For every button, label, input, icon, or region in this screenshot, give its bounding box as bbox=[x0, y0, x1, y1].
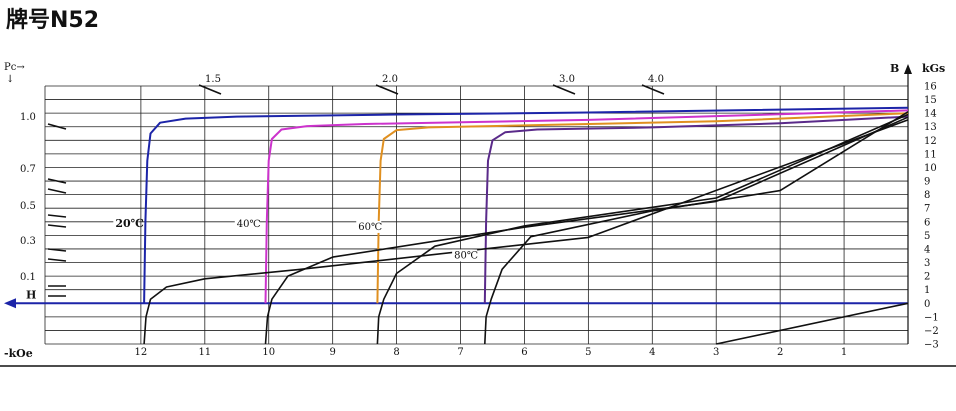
temp-label-bg bbox=[356, 220, 382, 233]
y-tick-label: 0 bbox=[924, 299, 930, 310]
temp-label-bg bbox=[234, 218, 260, 231]
y-tick-label: 5 bbox=[924, 231, 930, 242]
y-tick-label: 7 bbox=[924, 204, 930, 215]
y-tick-label: 4 bbox=[924, 244, 930, 255]
pc-left-label: 1.0 bbox=[20, 112, 36, 123]
pc-left-label: 0.3 bbox=[20, 236, 36, 247]
y-tick-label: 1 bbox=[924, 285, 930, 296]
pc-tick bbox=[47, 123, 67, 130]
b-curve-6 bbox=[376, 113, 909, 345]
x-tick-label: 7 bbox=[457, 347, 463, 358]
y-tick-label: 15 bbox=[924, 95, 937, 106]
y-tick-label: 10 bbox=[924, 163, 937, 174]
grid bbox=[44, 85, 908, 345]
x-tick-label: 12 bbox=[135, 347, 148, 358]
x-tick-label: 11 bbox=[198, 347, 211, 358]
pc-left-label: 0.7 bbox=[20, 164, 36, 175]
b-axis-label: B bbox=[890, 62, 899, 75]
y-tick-label: 16 bbox=[924, 82, 937, 93]
y-tick-label: 2 bbox=[924, 272, 930, 283]
x-tick-label: 10 bbox=[262, 347, 275, 358]
x-tick-label: 9 bbox=[329, 347, 335, 358]
temp-label-bg bbox=[452, 249, 478, 262]
pc-scale: Pc→↓ 1.0 0.7 0.5 0.3 0.1 1.5 2.0 3.0 4.0 bbox=[4, 62, 665, 297]
x-tick-label: 5 bbox=[585, 347, 591, 358]
pc-tick bbox=[47, 178, 67, 184]
pc-label: Pc→ bbox=[4, 62, 25, 73]
h-axis-label: H bbox=[26, 288, 36, 301]
pc-left-label: 0.1 bbox=[20, 272, 36, 283]
y-axis-unit-label: kGs bbox=[922, 62, 945, 75]
y-tick-label: 6 bbox=[924, 217, 930, 228]
pc-tick bbox=[47, 188, 67, 194]
y-tick-label: 3 bbox=[924, 258, 930, 269]
pc-tick bbox=[47, 214, 67, 218]
y-tick-label: 14 bbox=[924, 109, 937, 120]
pc-top-label: 3.0 bbox=[559, 74, 575, 85]
b-curve-7 bbox=[484, 111, 909, 345]
recoil-line bbox=[716, 302, 909, 345]
y-tick-label: 8 bbox=[924, 190, 930, 201]
x-tick-label: 6 bbox=[521, 347, 527, 358]
y-tick-label: 12 bbox=[924, 136, 937, 147]
h-axis-arrow bbox=[4, 298, 16, 309]
pc-arrow: ↓ bbox=[6, 74, 14, 85]
pc-tick bbox=[47, 258, 67, 262]
j-curve-2 bbox=[376, 112, 909, 304]
temp-label: 40℃ bbox=[237, 219, 261, 230]
y-tick-label: −2 bbox=[924, 326, 939, 337]
labels: 20℃ 40℃ 60℃ 80℃ bbox=[113, 217, 478, 262]
page-title: 牌号N52 bbox=[6, 8, 100, 33]
pc-top-label: 4.0 bbox=[648, 74, 664, 85]
temp-label-bg bbox=[113, 218, 139, 231]
x-tick-label: 3 bbox=[713, 347, 719, 358]
y-tick-label: −1 bbox=[924, 312, 939, 323]
x-tick-label: 1 bbox=[841, 347, 847, 358]
x-tick-label: 4 bbox=[649, 347, 655, 358]
temp-label: 20℃ bbox=[115, 217, 143, 230]
y-tick-label: 13 bbox=[924, 122, 937, 133]
temp-label: 60℃ bbox=[358, 222, 382, 233]
pc-top-tick bbox=[641, 84, 665, 95]
j-curve-1 bbox=[264, 109, 909, 304]
j-curve-0 bbox=[143, 106, 909, 304]
j-curve-3 bbox=[483, 115, 909, 304]
pc-top-tick bbox=[375, 84, 399, 95]
b-curve-4 bbox=[143, 119, 909, 345]
series bbox=[143, 106, 909, 345]
pc-top-tick bbox=[552, 84, 576, 95]
pc-tick bbox=[47, 248, 67, 252]
y-tick-label: 11 bbox=[924, 149, 937, 160]
pc-tick bbox=[47, 224, 67, 228]
temp-label: 80℃ bbox=[454, 250, 478, 261]
pc-top-label: 1.5 bbox=[205, 74, 221, 85]
pc-left-label: 0.5 bbox=[20, 201, 36, 212]
x-tick-label: 2 bbox=[777, 347, 783, 358]
pc-top-tick bbox=[198, 84, 222, 95]
y-tick-label: 9 bbox=[924, 177, 930, 188]
x-tick-label: 8 bbox=[393, 347, 399, 358]
b-axis-arrow bbox=[904, 64, 912, 74]
y-tick-label: −3 bbox=[924, 340, 939, 351]
pc-top-label: 2.0 bbox=[382, 74, 398, 85]
x-axis-label: -kOe bbox=[4, 347, 33, 360]
